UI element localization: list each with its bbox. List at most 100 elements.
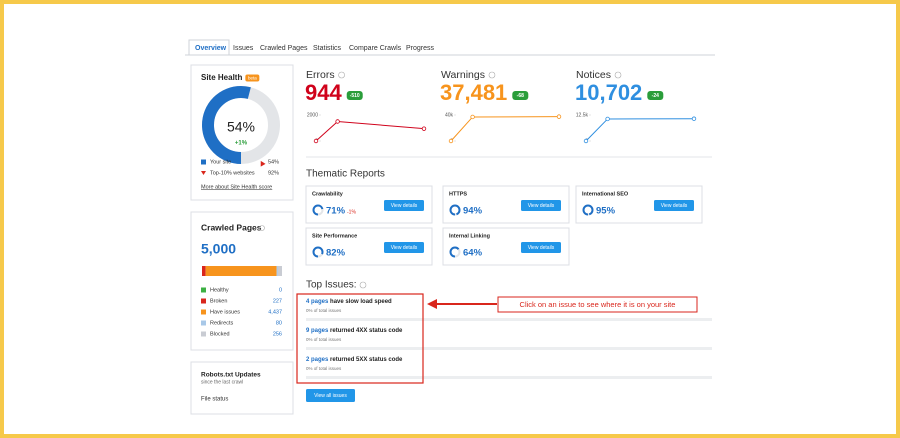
button-text[interactable]: View all issues bbox=[314, 393, 347, 399]
change-badge bbox=[512, 91, 529, 100]
link[interactable]: More about Site Health score bbox=[201, 184, 272, 190]
tab[interactable]: Crawled Pages bbox=[260, 45, 308, 52]
tick-label: 12.5k bbox=[576, 112, 589, 118]
button-text[interactable]: View details bbox=[661, 203, 688, 209]
report-score: 64% bbox=[463, 248, 483, 259]
legend-swatch bbox=[201, 287, 206, 293]
info-icon bbox=[338, 71, 345, 79]
issue-text[interactable]: returned 5XX status code bbox=[330, 357, 403, 363]
legend-label: Your site bbox=[210, 159, 231, 165]
button[interactable] bbox=[654, 200, 694, 211]
sparkline-point bbox=[335, 119, 340, 124]
issue-count[interactable]: 9 pages bbox=[306, 328, 329, 334]
sparkline-point bbox=[448, 138, 454, 144]
report-name: Internal Linking bbox=[449, 233, 490, 239]
button[interactable] bbox=[306, 389, 355, 402]
tab[interactable]: Progress bbox=[406, 45, 435, 52]
button[interactable] bbox=[384, 242, 424, 253]
issue-track bbox=[306, 376, 712, 379]
issue-share: 0% of total issues bbox=[306, 337, 342, 342]
legend-value: 227 bbox=[273, 298, 282, 304]
badge bbox=[245, 74, 260, 82]
legend-value: 54% bbox=[268, 159, 279, 165]
report-name: Site Performance bbox=[312, 233, 357, 239]
ring-arc bbox=[202, 86, 280, 164]
issue-count[interactable]: 2 pages bbox=[306, 357, 329, 363]
top10-marker bbox=[260, 160, 266, 167]
legend-value: 80 bbox=[276, 320, 282, 326]
info-icon bbox=[359, 281, 367, 289]
arrow-head bbox=[427, 299, 437, 309]
legend-label: Have issues bbox=[210, 309, 240, 315]
metric-value: 944 bbox=[305, 80, 342, 105]
tick-label: 2000 bbox=[307, 112, 318, 118]
ring-arc bbox=[312, 246, 324, 258]
report-score: 82% bbox=[326, 248, 346, 259]
metric-title: Notices bbox=[576, 69, 611, 81]
button[interactable] bbox=[384, 200, 424, 211]
metric-value: 37,481 bbox=[440, 80, 507, 105]
score: 54% bbox=[227, 119, 255, 135]
legend-swatch bbox=[201, 159, 206, 165]
sparkline-point bbox=[691, 116, 697, 121]
button-text[interactable]: View details bbox=[391, 245, 418, 251]
change-text: -510 bbox=[350, 93, 360, 99]
change-badge bbox=[647, 91, 664, 100]
metric-title: Errors bbox=[306, 69, 335, 81]
ring-arc bbox=[582, 204, 594, 216]
section-title: Thematic Reports bbox=[306, 169, 385, 180]
legend-label: Redirects bbox=[210, 320, 233, 326]
change: +1% bbox=[235, 141, 248, 147]
issue-track bbox=[306, 318, 712, 321]
legend-value: 92% bbox=[268, 170, 279, 176]
bar-segment bbox=[202, 266, 206, 276]
metric-title: Warnings bbox=[441, 69, 485, 81]
report-name: International SEO bbox=[582, 191, 629, 197]
legend-value: 256 bbox=[273, 331, 282, 337]
button-text[interactable]: View details bbox=[528, 245, 555, 251]
button[interactable] bbox=[521, 200, 561, 211]
sparkline-point bbox=[583, 138, 589, 144]
tab[interactable]: Statistics bbox=[313, 45, 342, 52]
bar-segment bbox=[277, 266, 282, 276]
bar-segment bbox=[205, 266, 277, 276]
issue-text[interactable]: have slow load speed bbox=[330, 299, 392, 305]
issue[interactable]: 9 pages returned 4XX status code bbox=[306, 328, 403, 334]
legend-label: Top-10% websites bbox=[210, 170, 255, 176]
label: File status bbox=[201, 397, 228, 403]
report-name: Crawlability bbox=[312, 191, 344, 197]
button[interactable] bbox=[521, 242, 561, 253]
sparkline-point bbox=[605, 116, 610, 122]
button-text[interactable]: View details bbox=[528, 203, 555, 209]
legend-swatch bbox=[201, 298, 206, 304]
change-text: -24 bbox=[652, 93, 659, 99]
badge-text: beta bbox=[248, 75, 257, 80]
issue[interactable]: 2 pages returned 5XX status code bbox=[306, 357, 403, 363]
change-badge bbox=[346, 91, 363, 100]
legend-swatch bbox=[201, 331, 206, 337]
ring-arc bbox=[312, 204, 324, 216]
report-score: 94% bbox=[463, 206, 483, 217]
legend-label: Healthy bbox=[210, 287, 229, 293]
report-name: HTTPS bbox=[449, 191, 467, 197]
tab[interactable]: Overview bbox=[195, 45, 227, 52]
legend-swatch bbox=[201, 309, 206, 315]
issue-count[interactable]: 4 pages bbox=[306, 299, 329, 305]
legend-label: Broken bbox=[210, 298, 227, 304]
sparkline-point bbox=[313, 138, 319, 144]
subtitle: since the last crawl bbox=[201, 379, 243, 385]
metric-value: 10,702 bbox=[575, 80, 642, 105]
change-text: -68 bbox=[517, 93, 524, 99]
issue[interactable]: 4 pages have slow load speed bbox=[306, 299, 392, 305]
tab[interactable]: Issues bbox=[233, 45, 254, 52]
callout-box bbox=[497, 296, 698, 313]
card bbox=[190, 211, 294, 351]
sparkline-point bbox=[556, 114, 562, 119]
info-icon bbox=[614, 71, 622, 79]
legend-value: 4,437 bbox=[268, 309, 282, 315]
report-change: -1% bbox=[347, 209, 356, 215]
tab[interactable]: Compare Crawls bbox=[349, 45, 402, 52]
issue-text[interactable]: returned 4XX status code bbox=[330, 328, 403, 334]
issue-share: 0% of total issues bbox=[306, 308, 342, 313]
button-text[interactable]: View details bbox=[391, 203, 418, 209]
